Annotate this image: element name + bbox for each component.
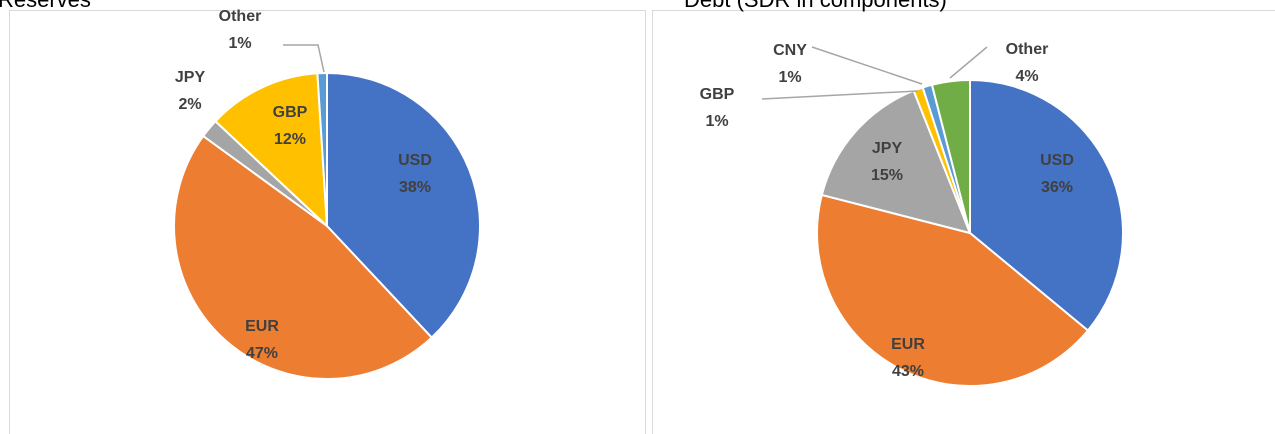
- slice-value-label: 1%: [778, 69, 801, 86]
- chart-frame: [9, 10, 646, 434]
- slice-label: Other: [1006, 41, 1049, 58]
- pie-slice: [820, 89, 972, 235]
- slice-label: EUR: [891, 336, 925, 353]
- leader-line: [811, 46, 923, 85]
- slice-label: USD: [1040, 152, 1074, 169]
- slice-label: Other: [219, 8, 262, 25]
- pie-slice: [214, 72, 329, 229]
- slice-label: GBP: [700, 86, 735, 103]
- chart-title: Debt (SDR in components): [684, 0, 947, 12]
- slice-label: EUR: [245, 318, 279, 335]
- slice-value-label: 43%: [892, 363, 924, 380]
- pie-slice: [326, 71, 481, 339]
- slice-label: JPY: [175, 69, 206, 86]
- slice-value-label: 2%: [178, 96, 201, 113]
- slice-value-label: 15%: [871, 167, 903, 184]
- slice-label: JPY: [872, 140, 903, 157]
- leader-line: [283, 44, 325, 73]
- slice-label: USD: [398, 152, 432, 169]
- pie-slice: [173, 134, 434, 380]
- pie-slice: [969, 78, 1124, 332]
- pie-slice: [816, 193, 1090, 387]
- slice-value-label: 1%: [228, 35, 251, 52]
- pie-slice: [316, 71, 328, 227]
- slice-value-label: 4%: [1015, 68, 1038, 85]
- slice-value-label: 1%: [705, 113, 728, 130]
- leader-line: [761, 90, 919, 100]
- slice-value-label: 36%: [1041, 179, 1073, 196]
- leader-line: [949, 46, 988, 79]
- pie-slice: [930, 78, 971, 234]
- slice-value-label: 12%: [274, 131, 306, 148]
- chart-title: Reserves: [0, 0, 91, 12]
- slice-label: GBP: [273, 104, 308, 121]
- chart-frame: [652, 10, 1275, 434]
- slice-label: CNY: [773, 42, 807, 59]
- slice-value-label: 38%: [399, 179, 431, 196]
- slice-value-label: 47%: [246, 345, 278, 362]
